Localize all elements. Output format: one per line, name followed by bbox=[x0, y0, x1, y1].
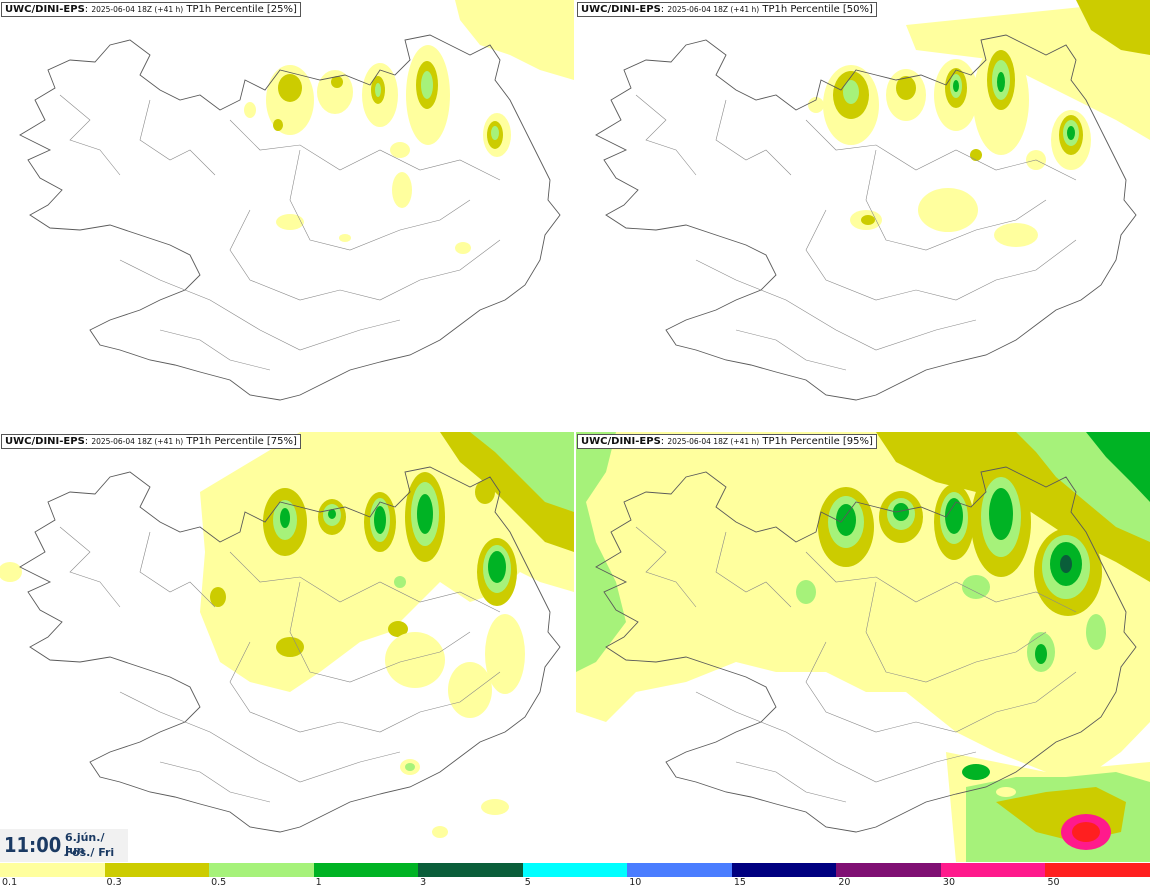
colorbar-tick-label: 30 bbox=[942, 877, 955, 888]
model-name: UWC/DINI-EPS bbox=[581, 4, 661, 15]
panel-header: UWC/DINI-EPS: 2025-06-04 18Z (+41 h) TP1… bbox=[1, 434, 301, 449]
precip-areas bbox=[576, 432, 1150, 862]
colorbar-segment bbox=[0, 863, 105, 877]
panel-divider-horizontal bbox=[0, 430, 1150, 432]
colorbar-tick-label: 1 bbox=[315, 877, 322, 888]
colorbar-segment bbox=[104, 863, 210, 877]
colorbar-segment bbox=[522, 863, 628, 877]
colorbar-tick-label: 0.3 bbox=[106, 877, 122, 888]
colorbar-tick-label: 50 bbox=[1047, 877, 1060, 888]
colorbar-tick-label: 15 bbox=[733, 877, 746, 888]
colorbar-segment bbox=[1045, 863, 1150, 877]
run-info: 2025-06-04 18Z (+41 h) bbox=[667, 5, 760, 14]
colorbar-segment bbox=[418, 863, 523, 877]
product-label: TP1h Percentile [95%] bbox=[762, 436, 873, 447]
colorbar-tick-label: 3 bbox=[420, 877, 427, 888]
product-label: TP1h Percentile [50%] bbox=[762, 4, 873, 15]
precip-colorbar bbox=[0, 863, 1150, 877]
precip-areas bbox=[0, 432, 574, 838]
map-panel-p75: UWC/DINI-EPS: 2025-06-04 18Z (+41 h) TP1… bbox=[0, 432, 574, 862]
precip-map-p95 bbox=[576, 432, 1150, 862]
panel-header: UWC/DINI-EPS: 2025-06-04 18Z (+41 h) TP1… bbox=[577, 2, 877, 17]
panel-header: UWC/DINI-EPS: 2025-06-04 18Z (+41 h) TP1… bbox=[577, 434, 877, 449]
colorbar-segment bbox=[731, 863, 837, 877]
colorbar-tick-label: 0.5 bbox=[211, 877, 227, 888]
map-panel-p25: UWC/DINI-EPS: 2025-06-04 18Z (+41 h) TP1… bbox=[0, 0, 574, 430]
precip-map-p50 bbox=[595, 0, 1150, 401]
precip-map-p25 bbox=[19, 0, 574, 401]
product-label: TP1h Percentile [25%] bbox=[186, 4, 297, 15]
precip-areas bbox=[244, 0, 574, 254]
product-label: TP1h Percentile [75%] bbox=[186, 436, 297, 447]
colorbar-segment bbox=[627, 863, 732, 877]
colorbar-tick-label: 0.1 bbox=[2, 877, 18, 888]
precip-map-p75 bbox=[0, 432, 574, 838]
precip-areas bbox=[808, 0, 1150, 247]
run-info: 2025-06-04 18Z (+41 h) bbox=[91, 5, 184, 14]
colorbar-ticks: 0.1 0.3 0.5 1 3 5 10 15 20 30 50 bbox=[0, 877, 1150, 891]
colorbar-tick-label: 20 bbox=[838, 877, 851, 888]
colorbar-segment bbox=[209, 863, 314, 877]
panel-header: UWC/DINI-EPS: 2025-06-04 18Z (+41 h) TP1… bbox=[1, 2, 301, 17]
colorbar-segment bbox=[836, 863, 941, 877]
colorbar-tick-label: 5 bbox=[524, 877, 531, 888]
valid-time-box: 11:00 6.jún./ Jun Fös./ Fri bbox=[0, 829, 128, 862]
valid-weekday: Fös./ Fri bbox=[65, 846, 115, 859]
run-info: 2025-06-04 18Z (+41 h) bbox=[91, 437, 184, 446]
model-name: UWC/DINI-EPS bbox=[5, 436, 85, 447]
run-info: 2025-06-04 18Z (+41 h) bbox=[667, 437, 760, 446]
model-name: UWC/DINI-EPS bbox=[5, 4, 85, 15]
model-name: UWC/DINI-EPS bbox=[581, 436, 661, 447]
valid-date: 6.jún./ Jun bbox=[65, 831, 105, 857]
valid-time: 11:00 bbox=[4, 833, 62, 857]
map-panel-p50: UWC/DINI-EPS: 2025-06-04 18Z (+41 h) TP1… bbox=[576, 0, 1150, 430]
colorbar-segment bbox=[313, 863, 419, 877]
colorbar-segment bbox=[940, 863, 1046, 877]
colorbar-tick-label: 10 bbox=[629, 877, 642, 888]
map-panel-p95: UWC/DINI-EPS: 2025-06-04 18Z (+41 h) TP1… bbox=[576, 432, 1150, 862]
